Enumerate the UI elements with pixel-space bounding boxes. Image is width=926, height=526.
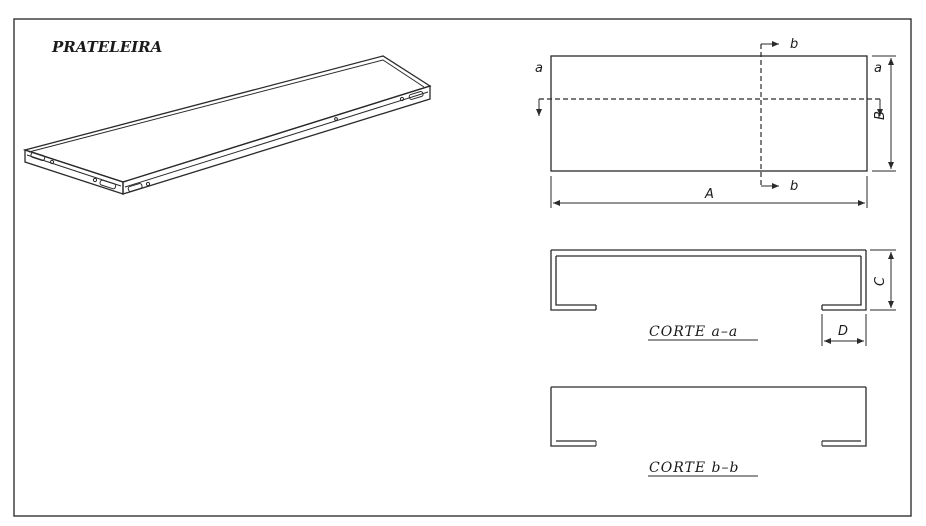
plan-outline <box>550 55 868 172</box>
dimension-b-label: B <box>873 111 888 120</box>
drawing-title: PRATELEIRA <box>51 38 162 56</box>
section-b-top-label: b <box>790 37 798 52</box>
shelf-plan-view: a a b b A B <box>535 37 896 208</box>
section-b-bottom-label: b <box>790 179 798 194</box>
section-bb-view: CORTE b–b <box>550 386 867 477</box>
section-a-left-label: a <box>535 61 543 76</box>
dimension-c-label: C <box>873 276 888 286</box>
section-aa-view: C D CORTE a–a <box>550 249 896 346</box>
sheet-border <box>13 18 912 517</box>
dimension-a-label: A <box>704 187 714 202</box>
section-bb-label: CORTE b–b <box>649 460 739 476</box>
shelf-isometric-view <box>22 55 432 195</box>
section-a-right-label: a <box>874 61 882 76</box>
dimension-d-label: D <box>838 324 848 339</box>
section-aa-label: CORTE a–a <box>649 324 738 340</box>
